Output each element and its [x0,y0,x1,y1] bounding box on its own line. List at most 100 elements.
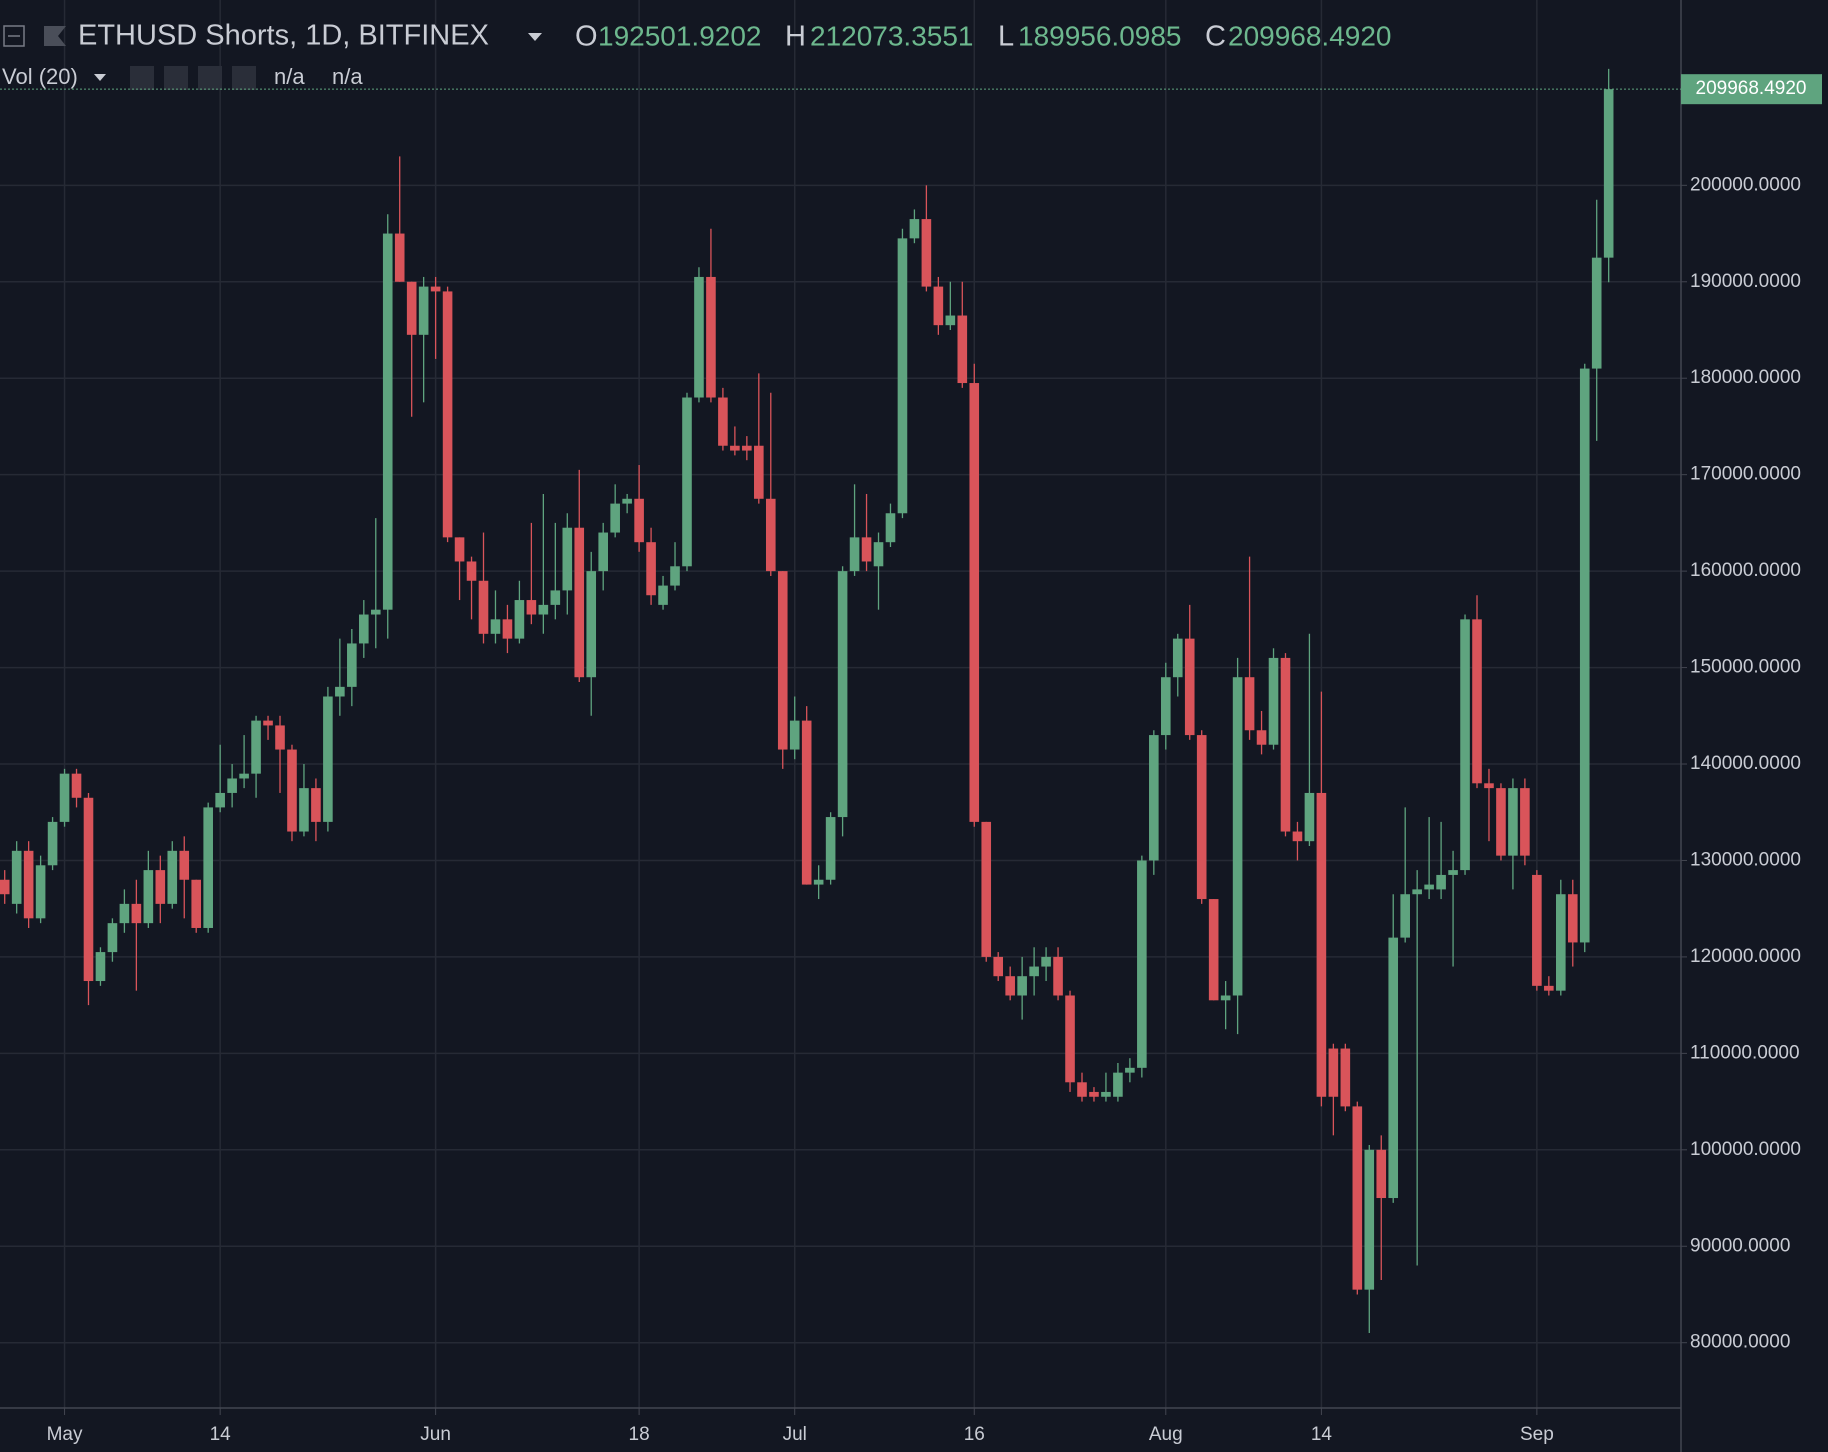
candle-body [1603,89,1614,258]
chart-title[interactable]: ETHUSD Shorts, 1D, BITFINEX [78,20,489,52]
y-tick-label: 120000.0000 [1690,946,1801,967]
candle-body [155,870,166,904]
y-tick-label: 80000.0000 [1690,1332,1790,1353]
candle-body [945,315,956,326]
candle-body [861,537,872,562]
candle-body [789,720,800,750]
candle-body [933,286,944,326]
candle-body [1364,1149,1375,1290]
eye-button[interactable] [130,66,154,90]
y-tick-label: 140000.0000 [1690,753,1801,774]
candle-body [1292,831,1303,842]
candle-body [1472,619,1482,784]
candle-body [239,773,249,779]
candle-body [1496,788,1506,856]
candle-body [1149,735,1159,861]
candle-body [837,571,848,818]
candle-body [478,580,489,634]
candle-body [610,503,620,533]
candle-body [574,527,585,678]
candle-body [1029,966,1039,977]
candle-body [801,720,812,885]
candle-body [957,315,968,384]
candle-body [442,291,453,538]
candle-body [370,609,381,615]
candle-body [526,600,537,615]
candles [0,68,1614,1334]
candle-body [909,219,920,239]
remove-button[interactable] [232,66,256,90]
candle-body [59,773,70,822]
candle-body [251,720,261,774]
candle-body [454,537,465,562]
candle-body [418,286,429,335]
x-tick-label: Aug [1149,1424,1183,1445]
candle-body [191,879,202,928]
candle-body [670,566,680,586]
x-tick-label: 16 [964,1424,985,1445]
candle-body [359,614,369,644]
candle-body [646,542,656,596]
candle-body [71,773,82,798]
candle-body [813,879,824,885]
candle-body [1041,956,1051,967]
candle-body [287,749,297,832]
x-tick-label: 18 [629,1424,650,1445]
candle-body [849,537,860,572]
candle-body [765,498,776,572]
candle-body [1089,1091,1099,1097]
dropdown-arrow[interactable] [94,74,106,81]
flag-icon[interactable] [44,26,66,46]
candle-body [1460,619,1470,871]
ohlc-value: 192501.9202 [598,20,762,51]
y-tick-label: 110000.0000 [1690,1042,1800,1063]
candle-body [1376,1149,1387,1199]
dropdown-arrow[interactable] [528,33,542,41]
candle-body [993,956,1004,977]
candle-body [275,725,285,750]
x-tick-label: Sep [1520,1424,1554,1445]
candle-body [1532,874,1542,986]
y-tick-label: 190000.0000 [1690,271,1801,292]
candle-body [490,619,501,634]
candle-body [299,788,309,832]
add-button[interactable] [198,66,222,90]
candle-body [1208,899,1219,1001]
x-tick-label: 14 [1311,1424,1333,1445]
candle-body [1232,677,1243,996]
candle-body [1196,735,1207,900]
candle-body [550,590,561,605]
candle-body [1113,1072,1123,1097]
ohlc-key: L [998,21,1014,53]
candle-body [1328,1048,1339,1097]
header: ETHUSD Shorts, 1D, BITFINEX Vol (20) n/a… [2,20,542,90]
x-tick-label: Jul [783,1424,807,1445]
candle-body [1340,1048,1351,1107]
candle-body [1544,985,1554,991]
volume-value: n/a [332,64,363,89]
candle-body [1304,792,1315,842]
ohlc-value: 212073.3551 [810,20,974,51]
volume-label[interactable]: Vol (20) [2,64,78,89]
candle-body [227,778,237,793]
candle-body [131,903,142,924]
ohlc-value: 189956.0985 [1018,20,1182,51]
candle-body [215,792,225,808]
candle-body [742,445,752,451]
collapse-button[interactable] [3,25,25,47]
candle-body [1268,657,1279,745]
x-tick-label: May [47,1424,83,1445]
candle-body [586,571,597,678]
candle-body [11,850,22,904]
y-tick-label: 180000.0000 [1690,367,1801,388]
candle-body [0,879,10,895]
candle-body [1065,995,1075,1083]
candle-body [1436,874,1446,890]
candle-body [1508,788,1518,856]
candle-body [1172,638,1183,678]
candle-body [47,821,58,866]
settings-button[interactable] [164,66,188,90]
candle-body [1137,860,1147,1068]
candle-body [754,445,764,499]
y-tick-label: 150000.0000 [1690,657,1801,678]
